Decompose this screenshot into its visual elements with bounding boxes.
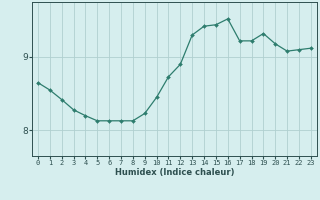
X-axis label: Humidex (Indice chaleur): Humidex (Indice chaleur)	[115, 168, 234, 177]
